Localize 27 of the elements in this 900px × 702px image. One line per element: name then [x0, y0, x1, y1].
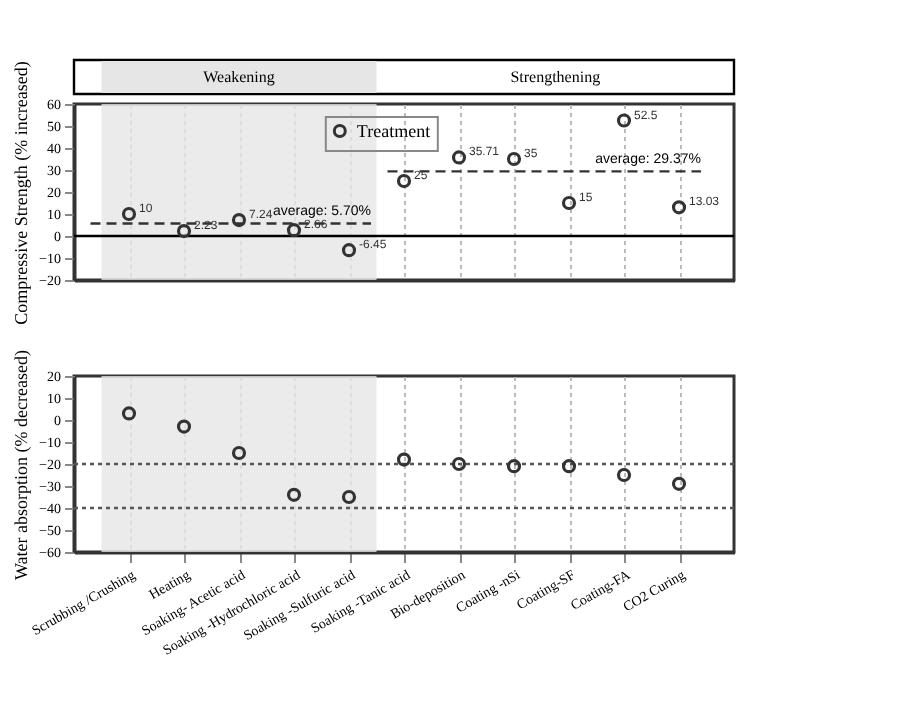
point — [176, 419, 192, 434]
point — [121, 406, 137, 421]
point — [561, 195, 577, 211]
point — [176, 224, 192, 239]
point — [231, 445, 247, 461]
point — [616, 467, 632, 483]
legend-label: Treatment — [356, 121, 432, 141]
point — [616, 113, 632, 128]
point — [506, 151, 522, 167]
point — [451, 150, 467, 165]
text: Strengthening — [510, 68, 601, 86]
point — [561, 459, 577, 474]
point — [286, 487, 302, 502]
point — [231, 213, 247, 228]
point — [396, 173, 412, 189]
point — [396, 452, 412, 467]
point — [341, 243, 357, 258]
point — [121, 206, 137, 222]
point — [671, 200, 687, 215]
point — [286, 223, 302, 238]
point — [451, 456, 467, 472]
y-axis-title: Compressive Strength (% increased) — [11, 61, 32, 325]
band-label: Weakening — [203, 68, 275, 86]
point — [506, 459, 522, 474]
point — [671, 476, 687, 491]
point — [341, 489, 357, 505]
y-axis-title: Water absorption (% decreased) — [11, 350, 32, 580]
